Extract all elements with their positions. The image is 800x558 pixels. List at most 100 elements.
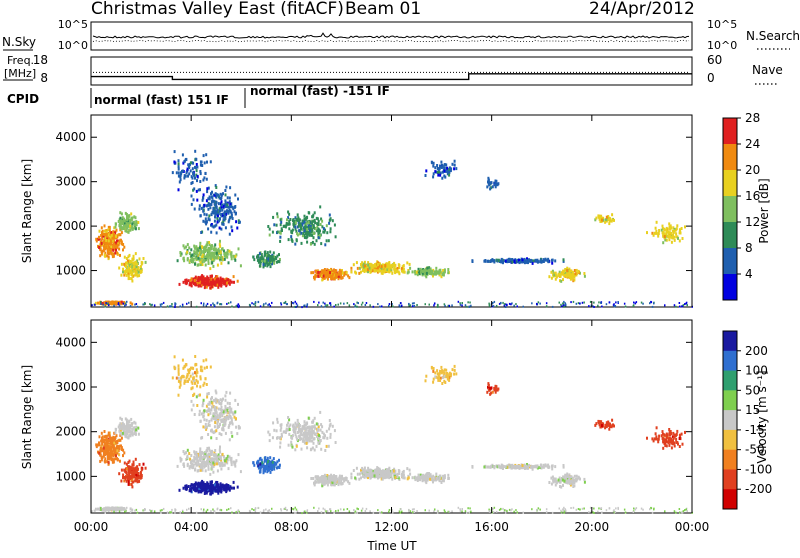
velocity-cell [109, 435, 111, 438]
velocity-cell [335, 441, 337, 444]
velocity-cell [133, 463, 135, 466]
velocity-cell [294, 448, 296, 451]
power-cell [192, 167, 194, 170]
power-cell [446, 167, 448, 170]
power-cell [211, 275, 213, 278]
power-cell [416, 271, 418, 274]
power-cell [143, 257, 145, 260]
power-cell [101, 253, 103, 256]
power-cell [145, 261, 147, 264]
power-cell [377, 266, 379, 269]
power-cell [281, 229, 283, 232]
power-cell [229, 233, 231, 236]
velocity-cell [178, 364, 180, 367]
power-cell [267, 304, 269, 306]
velocity-cell [224, 405, 226, 408]
power-cell [409, 267, 411, 270]
velocity-cell [219, 446, 221, 449]
power-cell [433, 172, 435, 175]
velocity-cell [216, 437, 218, 440]
power-cell [101, 226, 103, 229]
power-cell [304, 225, 306, 228]
power-cell [207, 227, 209, 230]
power-cell [163, 302, 165, 304]
power-cell [326, 231, 328, 234]
power-cell [208, 252, 210, 255]
velocity-cell [135, 428, 137, 431]
power-cell [403, 268, 405, 271]
velocity-cell [259, 470, 261, 473]
power-cell [103, 304, 105, 306]
power-cell [418, 268, 420, 271]
velocity-cell [306, 442, 308, 445]
power-cell [469, 306, 471, 308]
power-cell [126, 230, 128, 233]
power-cell [317, 271, 319, 274]
power-cell [184, 174, 186, 177]
velocity-cell [217, 420, 219, 423]
power-cell [217, 194, 219, 197]
power-cell [308, 221, 310, 224]
power-cell [469, 302, 471, 304]
power-cell [263, 263, 265, 266]
velocity-cell [121, 437, 123, 440]
power-cell [98, 246, 100, 249]
power-colorbar-label: Power [dB] [757, 178, 771, 243]
power-cell [300, 224, 302, 227]
power-cell [323, 275, 325, 278]
power-cell [314, 275, 316, 278]
velocity-cell [293, 428, 295, 431]
power-cell [215, 192, 217, 195]
power-cell [652, 306, 654, 308]
velocity-cell [231, 431, 233, 434]
power-cell [671, 241, 673, 244]
power-cell [332, 219, 334, 222]
power-cell [662, 231, 664, 234]
power-cell [490, 260, 492, 263]
power-cell [122, 248, 124, 251]
power-cell [554, 259, 556, 262]
power-cell [551, 262, 553, 265]
freq-label-line2: [MHz] [4, 67, 36, 80]
power-cell [240, 264, 242, 267]
power-cell [104, 230, 106, 233]
power-cell [98, 236, 100, 239]
power-cell [434, 166, 436, 169]
velocity-cell [205, 489, 207, 492]
velocity-cell [98, 441, 100, 444]
velocity-cell [231, 457, 233, 460]
velocity-cell [314, 449, 316, 452]
velocity-cell [289, 424, 291, 427]
velocity-cell [211, 458, 213, 461]
power-cell [437, 306, 439, 308]
power-cell [394, 270, 396, 273]
velocity-cell [237, 403, 239, 406]
power-cell [576, 269, 578, 272]
velocity-cell [179, 489, 181, 492]
power-cell [150, 304, 152, 306]
power-cell [140, 271, 142, 274]
velocity-cell [231, 420, 233, 423]
power-cell [615, 305, 617, 307]
velocity-cell [315, 433, 317, 436]
velocity-cell [269, 456, 271, 459]
velocity-cell [173, 366, 175, 369]
power-cell [126, 301, 128, 303]
power-cell [201, 245, 203, 248]
velocity-cell [125, 433, 127, 436]
power-cell [328, 222, 330, 225]
velocity-cell [202, 469, 204, 472]
power-cell [323, 227, 325, 230]
power-cell [312, 215, 314, 218]
power-cell [530, 260, 532, 263]
velocity-cell [126, 429, 128, 432]
velocity-cell [228, 467, 230, 470]
velocity-cell [217, 469, 219, 472]
power-cell [105, 306, 107, 308]
velocity-cell [237, 486, 239, 489]
velocity-cell [232, 423, 234, 426]
velocity-cell [101, 432, 103, 435]
velocity-cell [178, 394, 180, 397]
power-cell [128, 215, 130, 218]
power-cell [588, 305, 590, 307]
